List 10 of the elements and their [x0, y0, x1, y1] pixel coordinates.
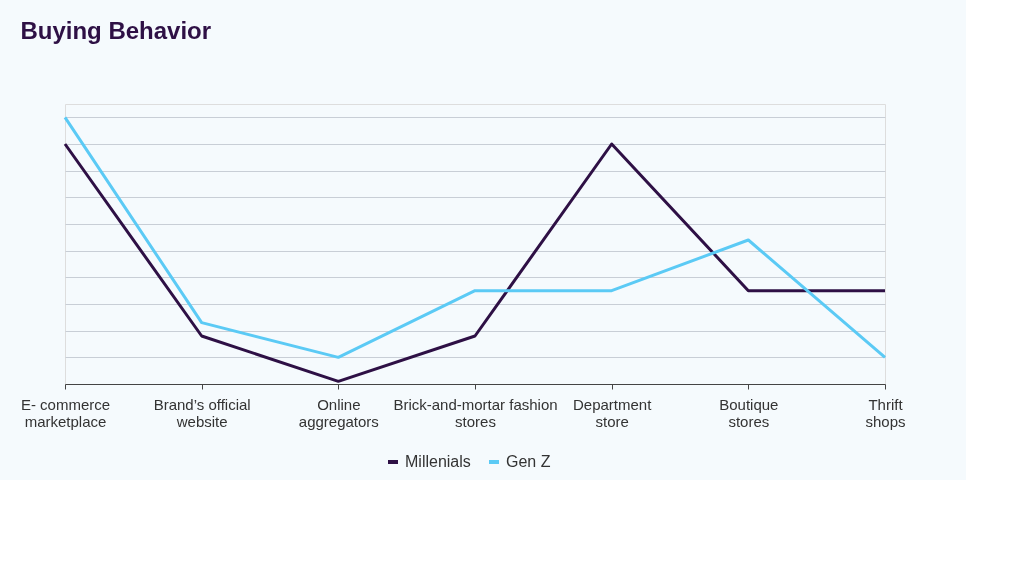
- x-tick-label: Boutique stores: [719, 395, 779, 430]
- chart-title: Buying Behavior: [20, 17, 212, 44]
- x-tick-label: Thrift shops: [865, 395, 906, 430]
- legend-label: Millenials: [405, 453, 471, 470]
- legend-label: Gen Z: [506, 453, 551, 470]
- x-tick-label: Brick-and-mortar fashion stores: [393, 395, 558, 430]
- x-tick-label: Brand’s official website: [153, 395, 251, 430]
- x-tick-label: E- commerce marketplace: [20, 395, 111, 430]
- x-tick-label: Department store: [572, 395, 653, 430]
- x-tick-label: Online aggregators: [298, 395, 379, 430]
